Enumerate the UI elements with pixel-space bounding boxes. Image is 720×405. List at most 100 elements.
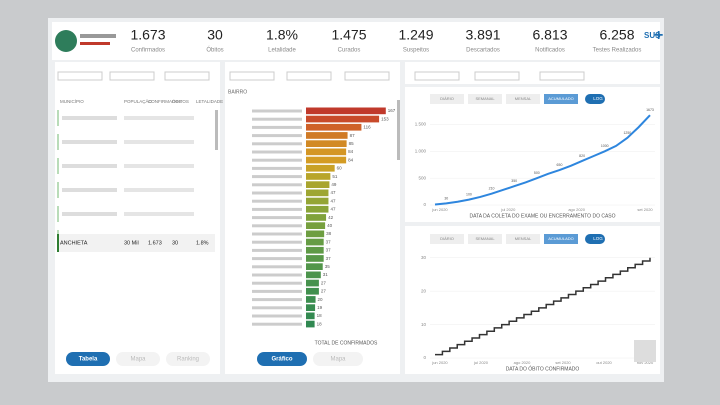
- period-button[interactable]: [506, 94, 540, 104]
- period-button[interactable]: [544, 234, 578, 244]
- kpi-label: Curados: [338, 48, 361, 54]
- category-label-blur: [252, 191, 302, 195]
- category-label-blur: [252, 289, 302, 293]
- filter-dropdown[interactable]: [229, 71, 275, 81]
- period-label: ACUMULADO: [548, 236, 574, 241]
- bar: [306, 296, 316, 303]
- bar-value: 37: [326, 248, 332, 253]
- bar-value: 27: [321, 280, 327, 285]
- category-label-blur: [252, 257, 302, 261]
- y-tick-label: 20: [421, 288, 427, 293]
- toggle[interactable]: [585, 234, 605, 244]
- kpi-value: 1.8%: [266, 27, 298, 43]
- kpi-label: Letalidade: [268, 48, 296, 54]
- filter-dropdown[interactable]: [109, 71, 155, 81]
- point-label: 1250: [623, 131, 631, 135]
- bar-value: 85: [349, 141, 355, 146]
- kpi-label: Testes Realizados: [593, 48, 642, 54]
- y-tick-label: 0: [423, 202, 426, 207]
- period-label: DIÁRIO: [440, 96, 454, 101]
- category-label-blur: [252, 150, 302, 154]
- period-label: DIÁRIO: [440, 236, 454, 241]
- bar-value: 116: [363, 125, 371, 130]
- filter-dropdown[interactable]: [344, 71, 390, 81]
- table-row-blur: [62, 164, 117, 168]
- kpi-value: 1.475: [331, 27, 366, 43]
- bar-value: 47: [330, 207, 336, 212]
- point-label: 650: [557, 163, 563, 167]
- kpi-label: Óbitos: [206, 47, 223, 54]
- table-row-blur: [124, 140, 194, 144]
- table-cell: 1.8%: [196, 240, 209, 246]
- bar: [306, 205, 329, 213]
- left-panel: [55, 62, 220, 374]
- filter-dropdown[interactable]: [57, 71, 103, 81]
- table-header: POPULAÇÃO: [124, 98, 153, 104]
- category-label-blur: [252, 248, 302, 252]
- bar: [306, 164, 335, 172]
- x-tick-label: jul 2020: [473, 360, 489, 365]
- x-axis-label: TOTAL DE CONFIRMADOS: [315, 340, 378, 346]
- filter-dropdown[interactable]: [286, 71, 332, 81]
- category-label-blur: [252, 314, 302, 318]
- category-label-blur: [252, 175, 302, 179]
- period-label: SEMANAL: [475, 96, 495, 101]
- y-tick-label: 1.000: [415, 148, 427, 153]
- x-tick-label: nov 2020: [637, 360, 654, 365]
- table-row-blur: [62, 212, 117, 216]
- filter-dropdown[interactable]: [539, 71, 585, 81]
- bar-value: 38: [326, 231, 332, 236]
- tab-button[interactable]: [166, 352, 210, 366]
- table-row-blur: [62, 140, 117, 144]
- filter-dropdown[interactable]: [164, 71, 210, 81]
- scroll-top-button[interactable]: [634, 340, 656, 362]
- table-row-blur: [124, 212, 194, 216]
- brand-cross: +: [654, 27, 663, 44]
- bar: [306, 132, 348, 139]
- tab-label: Mapa: [130, 357, 146, 363]
- series-line: [434, 114, 651, 206]
- tab-button[interactable]: [66, 352, 110, 366]
- filter-bar: [405, 62, 660, 84]
- bar-value: 20: [318, 297, 324, 302]
- bar-value: 84: [348, 157, 354, 162]
- bar: [306, 173, 331, 180]
- table-cell: 30 Mil: [124, 240, 139, 246]
- bar-value: 87: [350, 133, 356, 138]
- category-label-blur: [252, 134, 302, 138]
- deaths-panel: [405, 226, 660, 374]
- point-label: 1673: [646, 108, 654, 112]
- category-label-blur: [252, 322, 302, 326]
- filter-dropdown[interactable]: [474, 71, 520, 81]
- category-label-blur: [252, 109, 302, 113]
- period-button[interactable]: [544, 94, 578, 104]
- kpi-label: Notificados: [535, 48, 565, 54]
- period-label: MENSAL: [515, 96, 532, 101]
- table-cell: ANCHIETA: [60, 240, 88, 246]
- tab-button[interactable]: [116, 352, 160, 366]
- series-line: [435, 257, 651, 356]
- category-label-blur: [252, 166, 302, 170]
- bar-value: 18: [317, 313, 323, 318]
- filter-dropdown[interactable]: [414, 71, 460, 81]
- tab-label: Tabela: [79, 357, 98, 363]
- category-label-blur: [252, 224, 302, 228]
- period-button[interactable]: [468, 94, 502, 104]
- table-row-marker: [57, 134, 59, 150]
- category-label-blur: [252, 265, 302, 269]
- logo-text: [80, 42, 110, 45]
- point-label: 30: [444, 196, 448, 200]
- bar-value: 47: [330, 190, 336, 195]
- table-row-blur: [124, 164, 194, 168]
- x-tick-label: jun 2020: [431, 360, 448, 365]
- brand: SUS: [644, 31, 661, 40]
- period-button[interactable]: [430, 234, 464, 244]
- table-row-marker: [57, 206, 59, 222]
- period-button[interactable]: [468, 234, 502, 244]
- period-button[interactable]: [506, 234, 540, 244]
- period-button[interactable]: [430, 94, 464, 104]
- tab-button[interactable]: [313, 352, 363, 366]
- table-row-selected[interactable]: [57, 234, 215, 252]
- tab-button[interactable]: [257, 352, 307, 366]
- toggle[interactable]: [585, 94, 605, 104]
